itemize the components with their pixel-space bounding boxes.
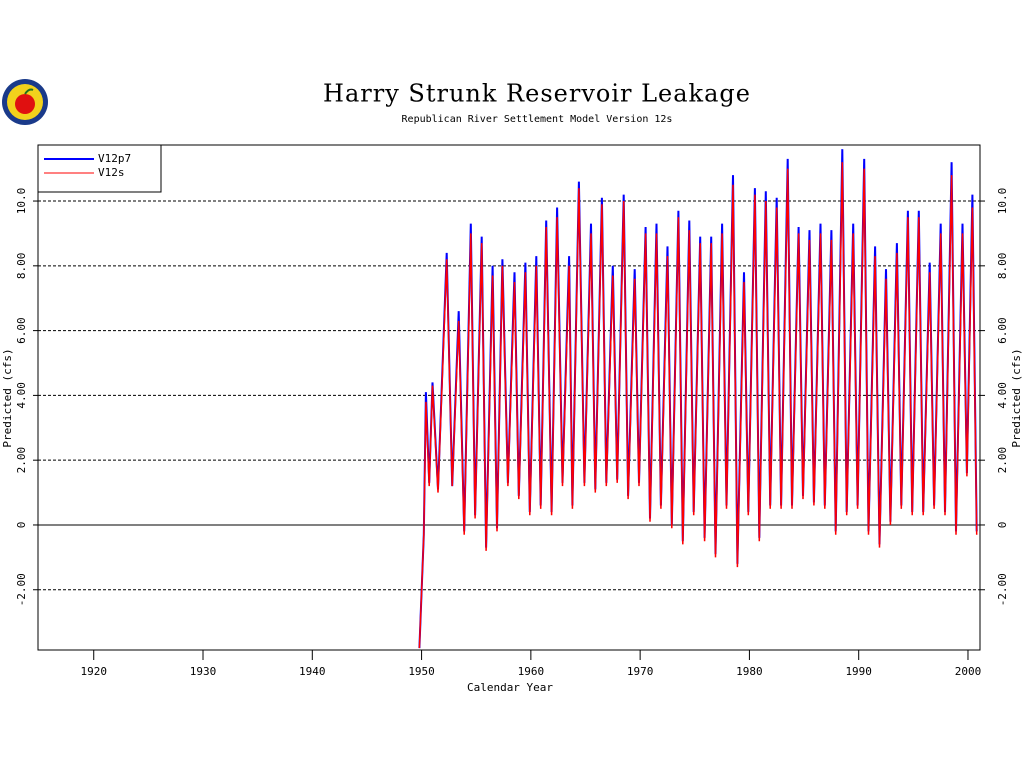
series-line: [418, 162, 978, 649]
y-tick-label: 0: [15, 522, 28, 529]
x-tick-label: 1940: [299, 665, 326, 678]
x-tick-label: 2000: [955, 665, 982, 678]
y2-tick-label: -2.00: [996, 573, 1009, 606]
chart-title: Harry Strunk Reservoir Leakage: [323, 80, 751, 108]
x-tick-label: 1990: [845, 665, 872, 678]
y2-tick-label: 10.0: [996, 188, 1009, 215]
y-tick-label: -2.00: [15, 573, 28, 606]
y2-tick-label: 0: [996, 522, 1009, 529]
chart-subtitle: Republican River Settlement Model Versio…: [402, 114, 673, 125]
y-tick-label: 4.00: [15, 382, 28, 409]
legend-label: V12p7: [98, 152, 131, 165]
y2-tick-label: 6.00: [996, 317, 1009, 344]
plot-frame: [37, 144, 981, 651]
y-axis-label: Predicted (cfs): [1, 348, 14, 447]
y2-tick-label: 2.00: [996, 447, 1009, 474]
x-tick-label: 1980: [736, 665, 763, 678]
y2-tick-label: 8.00: [996, 253, 1009, 280]
y-tick-label: 2.00: [15, 447, 28, 474]
logo: [2, 79, 48, 125]
y2-tick-label: 4.00: [996, 382, 1009, 409]
legend-box: [37, 144, 162, 193]
y-tick-label: 6.00: [15, 317, 28, 344]
y2-axis-label: Predicted (cfs): [1010, 348, 1023, 447]
y-tick-label: 8.00: [15, 253, 28, 280]
x-tick-label: 1920: [80, 665, 107, 678]
x-tick-label: 1960: [518, 665, 545, 678]
x-tick-label: 1930: [190, 665, 217, 678]
x-tick-label: 1950: [408, 665, 435, 678]
y-tick-label: 10.0: [15, 188, 28, 215]
x-tick-label: 1970: [627, 665, 654, 678]
legend-label: V12s: [98, 166, 125, 179]
x-axis-label: Calendar Year: [467, 681, 553, 694]
